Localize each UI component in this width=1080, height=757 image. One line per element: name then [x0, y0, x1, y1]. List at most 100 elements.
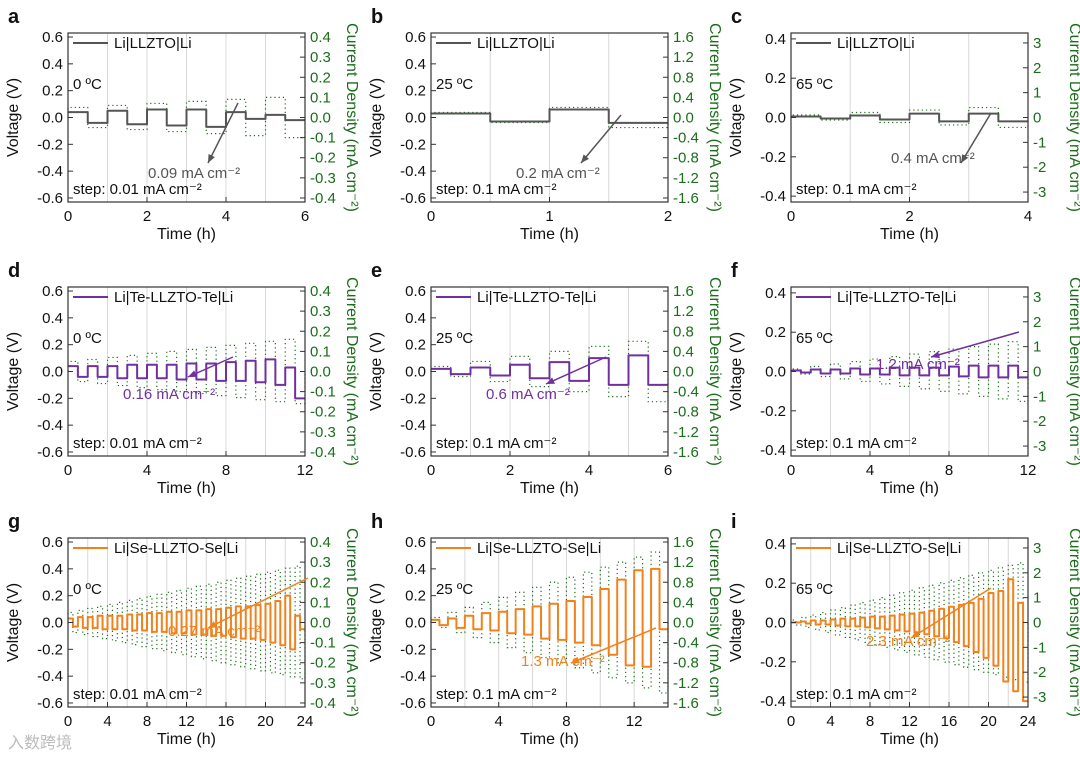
panel-label: d	[8, 260, 20, 282]
step-label: step: 0.01 mA cm⁻²	[73, 435, 202, 452]
y2-tick-label: 0.3	[310, 49, 331, 66]
y2-tick-label: -1.2	[673, 424, 699, 441]
arrow-head-icon	[188, 370, 197, 377]
x-tick-label: 4	[1024, 208, 1032, 225]
y2-tick-label: 0.2	[310, 574, 331, 591]
panel-label: f	[731, 260, 738, 282]
y-tick-label: -0.4	[37, 417, 63, 434]
y2-axis-label: Current Density (mA cm⁻²)	[1066, 528, 1080, 717]
x-tick-label: 4	[222, 208, 230, 225]
voltage-series	[791, 112, 1028, 123]
arrow-head-icon	[961, 154, 969, 163]
y2-tick-label: 1.2	[673, 49, 694, 66]
y2-tick-label: -2	[1033, 413, 1046, 430]
y2-tick-label: -1.2	[673, 675, 699, 692]
voltage-series	[68, 358, 305, 400]
legend-label: Li|Te-LLZTO-Te|Li	[477, 289, 596, 306]
x-tick-label: 4	[103, 713, 111, 730]
y-tick-label: -0.2	[760, 149, 786, 166]
step-label: step: 0.1 mA cm⁻²	[796, 686, 916, 703]
x-tick-label: 16	[218, 713, 235, 730]
y2-tick-label: 0.4	[673, 343, 694, 360]
y-tick-label: -0.4	[37, 163, 63, 180]
y-tick-label: 0.0	[765, 615, 786, 632]
x-axis-label: Time (h)	[157, 731, 216, 748]
y2-tick-label: 3	[1033, 35, 1041, 52]
chart-panel-c: -0.4 -0.2 0.0 0.2 0.4 -3 -2 -1 0 1 2 3 0 2 4 Time (h) Vo…	[728, 6, 1080, 243]
y2-tick-label: -0.8	[673, 404, 699, 421]
x-axis-label: Time (h)	[520, 480, 579, 497]
legend-label: Li|Te-LLZTO-Te|Li	[114, 289, 233, 306]
y-tick-label: 0.6	[42, 29, 63, 46]
y2-tick-label: 0.4	[673, 594, 694, 611]
y2-tick-label: 1	[1033, 339, 1041, 356]
x-tick-label: 2	[143, 208, 151, 225]
panel-label: h	[371, 511, 383, 533]
y-tick-label: 0.6	[42, 534, 63, 551]
y-axis-label: Voltage (V)	[728, 78, 745, 157]
arrow-head-icon	[581, 154, 589, 163]
y-tick-label: 0.4	[765, 536, 786, 553]
y-tick-label: 0.0	[765, 364, 786, 381]
y-tick-label: 0.0	[42, 615, 63, 632]
y2-tick-label: -0.3	[310, 424, 336, 441]
y2-tick-label: 0.3	[310, 303, 331, 320]
x-tick-label: 1	[545, 208, 553, 225]
x-tick-label: 20	[980, 713, 997, 730]
temperature-label: 65 ºC	[796, 581, 833, 598]
y2-tick-label: 0.0	[310, 110, 331, 127]
annotation-label: 0.27 mA cm⁻²	[168, 623, 260, 640]
x-axis-label: Time (h)	[520, 731, 579, 748]
x-tick-label: 4	[826, 713, 834, 730]
y2-axis-label: Current Density (mA cm⁻²)	[343, 277, 360, 466]
y-tick-label: 0.0	[765, 110, 786, 127]
y-tick-label: 0.0	[42, 110, 63, 127]
y-tick-label: -0.4	[400, 417, 426, 434]
x-axis-label: Time (h)	[157, 480, 216, 497]
temperature-label: 0 ºC	[73, 76, 102, 93]
y2-tick-label: 1.6	[673, 29, 694, 46]
y-tick-label: 0.4	[765, 285, 786, 302]
y-tick-label: 0.4	[42, 561, 63, 578]
y2-tick-label: 2	[1033, 565, 1041, 582]
y2-tick-label: 0.0	[673, 364, 694, 381]
y-tick-label: -0.4	[400, 163, 426, 180]
y2-tick-label: -0.8	[673, 150, 699, 167]
y-tick-label: -0.4	[400, 668, 426, 685]
y2-tick-label: -0.4	[673, 635, 699, 652]
panel-label: c	[731, 6, 742, 28]
y2-tick-label: 0.4	[310, 283, 331, 300]
y2-tick-label: 0.0	[310, 364, 331, 381]
x-tick-label: 0	[427, 208, 435, 225]
y-tick-label: -0.2	[400, 390, 426, 407]
x-tick-label: 8	[143, 713, 151, 730]
y-axis-label: Voltage (V)	[5, 78, 22, 157]
panel-label: i	[731, 511, 737, 533]
y2-tick-label: 0	[1033, 110, 1041, 127]
y2-tick-label: 1.6	[673, 283, 694, 300]
x-tick-label: 24	[297, 713, 314, 730]
y2-tick-label: -0.4	[673, 384, 699, 401]
legend-label: Li|LLZTO|Li	[114, 35, 192, 52]
y-tick-label: 0.2	[42, 337, 63, 354]
arrow-head-icon	[911, 630, 920, 638]
legend-label: Li|Se-LLZTO-Se|Li	[477, 540, 601, 557]
y-tick-label: 0.0	[405, 110, 426, 127]
y2-axis-label: Current Density (mA cm⁻²)	[706, 23, 723, 212]
y-tick-label: -0.4	[37, 668, 63, 685]
chart-panel-d: -0.6 -0.4 -0.2 0.0 0.2 0.4 0.6 -0.4 -0.3 -0.2 -0.1…	[5, 260, 360, 497]
y2-tick-label: -1.6	[673, 190, 699, 207]
voltage-series	[791, 364, 1028, 379]
legend-label: Li|LLZTO|Li	[477, 35, 555, 52]
y-tick-label: 0.2	[765, 70, 786, 87]
y2-tick-label: 2	[1033, 60, 1041, 77]
y2-axis-label: Current Density (mA cm⁻²)	[706, 528, 723, 717]
y2-tick-label: 0.4	[310, 29, 331, 46]
x-tick-label: 8	[866, 713, 874, 730]
y2-tick-label: 0.0	[673, 615, 694, 632]
y-tick-label: 0.0	[42, 364, 63, 381]
y-tick-label: 0.6	[405, 29, 426, 46]
x-tick-label: 4	[495, 713, 503, 730]
y2-axis-label: Current Density (mA cm⁻²)	[1066, 277, 1080, 466]
